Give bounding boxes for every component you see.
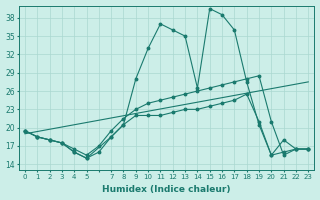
X-axis label: Humidex (Indice chaleur): Humidex (Indice chaleur) xyxy=(102,185,231,194)
